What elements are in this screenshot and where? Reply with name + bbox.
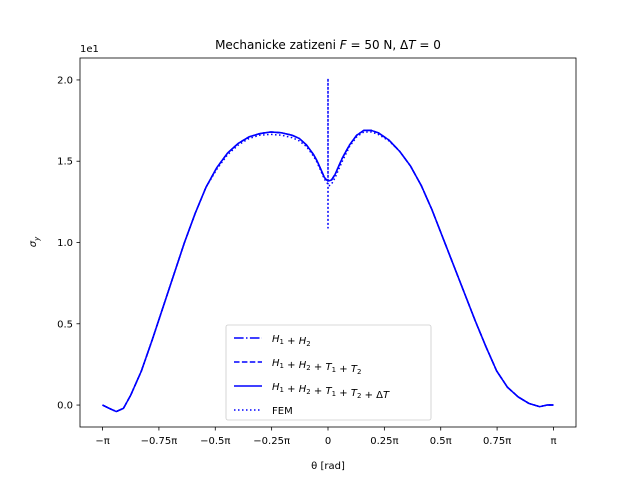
chart-title-f-rest: = 50 N, (347, 38, 400, 52)
x-tick-label-5: 0.25π (370, 436, 398, 447)
y-tick-label-1: 0.5 (57, 319, 73, 330)
series-layer (102, 77, 554, 413)
x-tick-label-6: 0.5π (430, 436, 452, 447)
chart-title-t-var: T (408, 38, 417, 52)
x-axis-label: θ [rad] (311, 461, 345, 472)
chart-title-t-rest: = 0 (416, 38, 441, 52)
x-tick-label-8: π (550, 436, 556, 447)
y-tick-label-3: 1.5 (57, 157, 73, 168)
y-offset-text: 1e1 (80, 44, 99, 55)
legend-box (225, 324, 432, 421)
y-tick-label-0: 0.0 (57, 401, 73, 412)
y-tick-label-2: 1.0 (57, 238, 73, 249)
legend-label-3: H1 + H2 + T1 + T2 + ΔT (272, 382, 390, 401)
y-axis-label: σy (28, 236, 41, 247)
x-axis: −π −0.75π −0.5π −0.25π 0 0.25π 0.5π 0.75π π (95, 427, 556, 447)
legend-label-4: FEM (272, 406, 293, 417)
y-axis-label-main: σ (28, 240, 39, 247)
legend-label-1: H1 + H2 (272, 334, 311, 348)
x-tick-label-0: −π (95, 436, 109, 447)
x-tick-label-7: 0.75π (483, 436, 511, 447)
series-line-4 (102, 77, 554, 413)
x-tick-label-3: −0.25π (253, 436, 290, 447)
chart-title-main: Mechanicke zatizeni (215, 38, 340, 52)
y-tick-label-4: 2.0 (57, 75, 73, 86)
x-tick-label-4: 0 (325, 436, 331, 447)
legend: H1 + H2 H1 + H2 + T1 + T2 H1 + H2 + T1 + T… (225, 324, 432, 421)
y-axis: 0.0 0.5 1.0 1.5 2.0 (57, 75, 80, 412)
chart-title: Mechanicke zatizeni F = 50 N, ΔT = 0 (215, 38, 441, 52)
chart-title-f-var: F (340, 38, 348, 52)
x-tick-label-1: −0.75π (141, 436, 178, 447)
legend-label-2: H1 + H2 + T1 + T2 (272, 358, 361, 376)
x-tick-label-2: −0.5π (200, 436, 230, 447)
y-axis-label-sub: y (33, 236, 41, 242)
chart-title-delta: Δ (400, 38, 409, 52)
